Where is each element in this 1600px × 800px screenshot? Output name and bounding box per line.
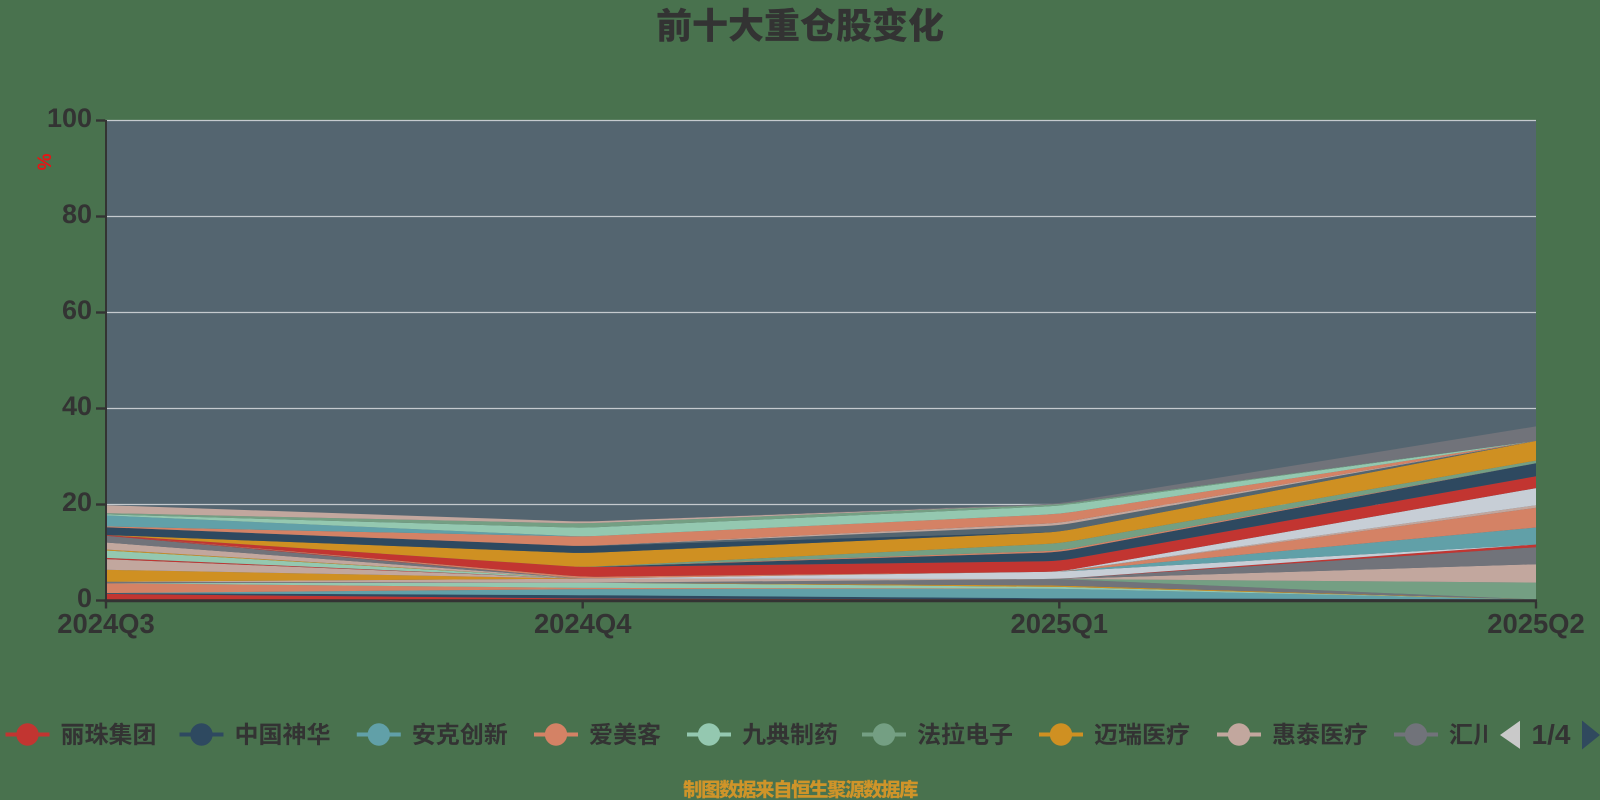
svg-text:20: 20: [62, 487, 92, 517]
svg-text:1/4: 1/4: [1532, 719, 1571, 750]
svg-text:%: %: [33, 154, 54, 171]
svg-text:60: 60: [62, 295, 92, 325]
svg-text:2024Q4: 2024Q4: [534, 608, 632, 639]
svg-text:2025Q2: 2025Q2: [1487, 608, 1584, 639]
svg-text:100: 100: [47, 103, 92, 133]
svg-text:40: 40: [62, 391, 92, 421]
svg-text:2025Q1: 2025Q1: [1011, 608, 1108, 639]
svg-text:0: 0: [77, 583, 92, 613]
svg-text:80: 80: [62, 199, 92, 229]
svg-text:2024Q3: 2024Q3: [57, 608, 154, 639]
